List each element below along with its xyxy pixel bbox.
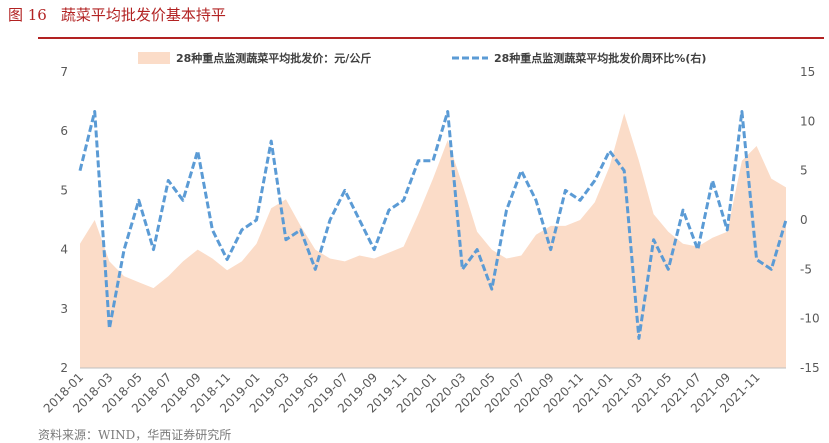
legend: 28种重点监测蔬菜平均批发价：元/公斤 28种重点监测蔬菜平均批发价周环比%(右… (138, 51, 706, 65)
y-right-tick-label: 5 (800, 164, 808, 178)
y-right-tick-label: -10 (800, 312, 820, 326)
figure-number: 图 16 (8, 6, 47, 24)
plot-area (78, 110, 788, 369)
figure-title: 图 16 蔬菜平均批发价基本持平 (8, 4, 226, 25)
legend-label-price: 28种重点监测蔬菜平均批发价：元/公斤 (176, 51, 371, 65)
legend-swatch-area (138, 52, 170, 64)
chart: 28种重点监测蔬菜平均批发价：元/公斤 28种重点监测蔬菜平均批发价周环比%(右… (41, 51, 820, 416)
y-left-tick-label: 7 (60, 65, 68, 79)
series-wow-line (78, 110, 788, 340)
y-right-tick-label: 15 (800, 65, 815, 79)
y-right-tick-label: -15 (800, 361, 820, 375)
y-left-tick-label: 2 (60, 361, 68, 375)
y-right-tick-label: 10 (800, 114, 815, 128)
y-left-tick-label: 5 (60, 183, 68, 197)
y-right-tick-label: 0 (800, 213, 808, 227)
title-rule (38, 37, 824, 39)
source-note: 资料来源：WIND，华西证券研究所 (38, 428, 232, 442)
y-left-tick-label: 6 (60, 124, 68, 138)
y-left-tick-label: 4 (60, 243, 68, 257)
series-price-area (80, 113, 786, 369)
y-right-tick-label: -5 (800, 262, 812, 276)
legend-label-wow: 28种重点监测蔬菜平均批发价周环比%(右) (494, 51, 706, 65)
figure-caption: 蔬菜平均批发价基本持平 (60, 6, 226, 24)
y-left-tick-label: 3 (60, 302, 68, 316)
